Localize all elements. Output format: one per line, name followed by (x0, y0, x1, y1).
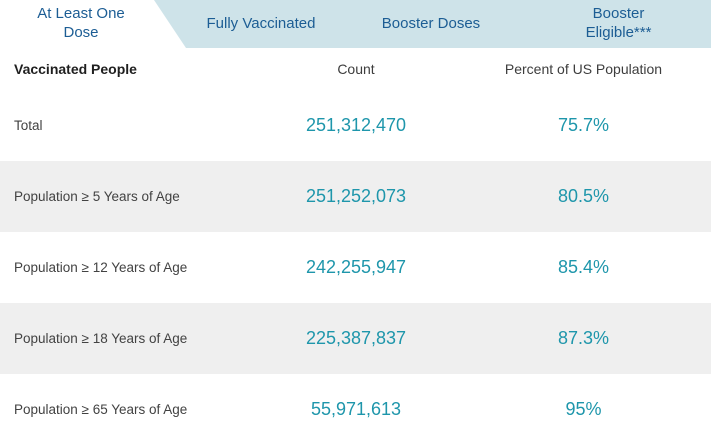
tab-label: Booster Doses (381, 14, 481, 32)
header-count: Count (337, 61, 375, 77)
vaccinated-people-table: Vaccinated People Count Percent of US Po… (0, 48, 711, 445)
row-label: Total (14, 118, 43, 133)
tab-fully-vaccinated[interactable]: Fully Vaccinated (186, 0, 336, 48)
row-count-value: 251,312,470 (305, 115, 407, 135)
row-label: Population ≥ 18 Years of Age (14, 331, 188, 346)
tab-label: At Least One Dose (37, 5, 125, 41)
table-row: Population ≥ 65 Years of Age 55,971,613 … (0, 374, 711, 445)
row-label: Population ≥ 65 Years of Age (14, 402, 188, 417)
tab-label: Booster Eligible*** (585, 5, 652, 41)
row-percent-value: 95% (565, 399, 602, 419)
row-label: Population ≥ 5 Years of Age (14, 189, 180, 204)
tab-at-least-one-dose[interactable]: At Least One Dose (0, 0, 186, 48)
tab-booster-eligible[interactable]: Booster Eligible*** (526, 0, 711, 48)
row-percent-value: 87.3% (557, 328, 610, 348)
tab-bar: At Least One Dose Fully Vaccinated Boost… (0, 0, 711, 48)
table-row: Population ≥ 5 Years of Age 251,252,073 … (0, 161, 711, 232)
row-percent-value: 75.7% (557, 115, 610, 135)
header-vaccinated-people: Vaccinated People (14, 61, 137, 77)
table-header-row: Vaccinated People Count Percent of US Po… (0, 48, 711, 90)
row-percent-value: 80.5% (557, 186, 610, 206)
header-percent-of-us-population: Percent of US Population (504, 61, 663, 77)
row-count-value: 55,971,613 (310, 399, 402, 419)
tab-booster-doses[interactable]: Booster Doses (336, 0, 526, 48)
row-count-value: 242,255,947 (305, 257, 407, 277)
row-label: Population ≥ 12 Years of Age (14, 260, 188, 275)
row-count-value: 225,387,837 (305, 328, 407, 348)
table-row: Total 251,312,470 75.7% (0, 90, 711, 161)
table-row: Population ≥ 18 Years of Age 225,387,837… (0, 303, 711, 374)
row-count-value: 251,252,073 (305, 186, 407, 206)
tab-label: Fully Vaccinated (206, 14, 316, 32)
table-row: Population ≥ 12 Years of Age 242,255,947… (0, 232, 711, 303)
row-percent-value: 85.4% (557, 257, 610, 277)
